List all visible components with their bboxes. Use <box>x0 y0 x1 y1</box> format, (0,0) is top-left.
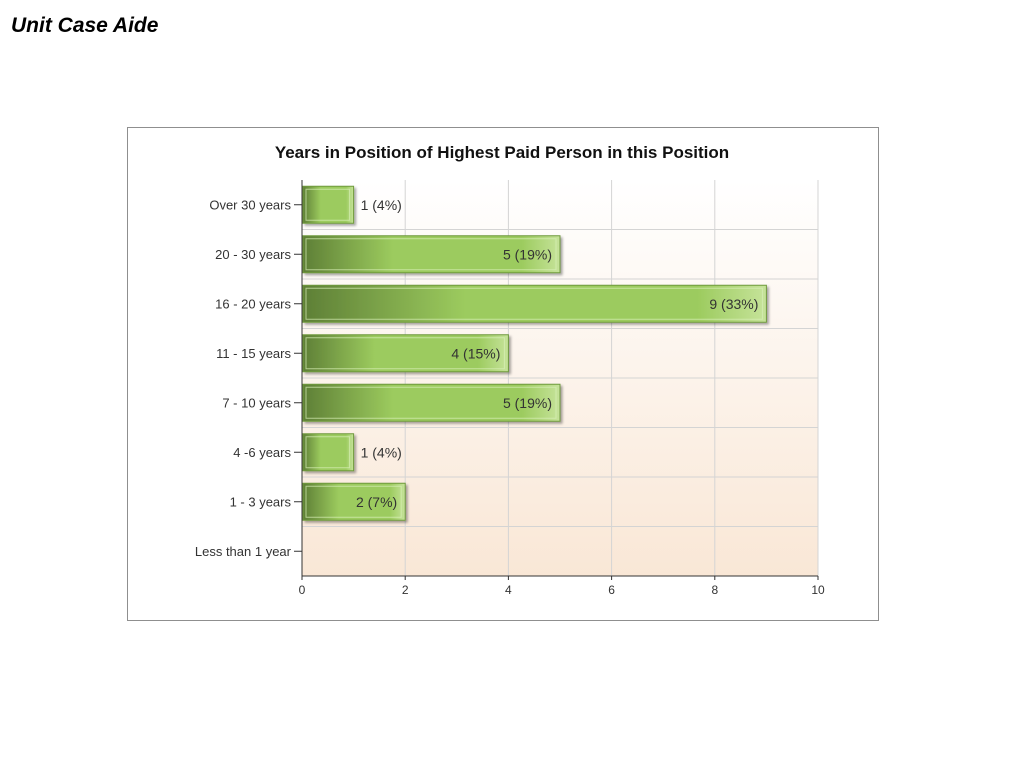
bar-highlight <box>305 485 402 518</box>
category-label: 7 - 10 years <box>222 395 291 410</box>
category-label: 16 - 20 years <box>215 296 291 311</box>
bar[interactable] <box>302 185 355 224</box>
bar[interactable] <box>302 433 355 472</box>
data-label: 1 (4%) <box>361 197 402 213</box>
bar-chart: Years in Position of Highest Paid Person… <box>195 143 825 597</box>
bar-highlight <box>305 337 505 370</box>
x-tick-label: 2 <box>402 583 409 597</box>
x-tick-label: 0 <box>299 583 306 597</box>
data-label: 5 (19%) <box>503 246 552 262</box>
data-label: 5 (19%) <box>503 395 552 411</box>
data-label: 2 (7%) <box>356 494 397 510</box>
bar-highlight <box>305 436 351 469</box>
bar[interactable] <box>302 284 767 323</box>
bar[interactable] <box>302 235 561 274</box>
chart-title: Years in Position of Highest Paid Person… <box>275 143 729 162</box>
category-label: Less than 1 year <box>195 544 292 559</box>
bar[interactable] <box>302 482 406 521</box>
slide-title: Unit Case Aide <box>11 14 159 37</box>
category-label: 11 - 15 years <box>216 346 291 361</box>
x-tick-label: 8 <box>711 583 718 597</box>
category-label: 4 -6 years <box>233 445 291 460</box>
x-tick-label: 6 <box>608 583 615 597</box>
bar-highlight <box>305 238 557 271</box>
data-label: 9 (33%) <box>709 296 758 312</box>
plot-area: Over 30 years 1 (4%) 20 - 30 years 5 (19%) 1… <box>195 180 825 597</box>
category-label: 20 - 30 years <box>215 247 291 262</box>
data-label: 1 (4%) <box>361 444 402 460</box>
bar[interactable] <box>302 383 561 422</box>
bar-highlight <box>305 287 763 320</box>
category-label: 1 - 3 years <box>230 494 292 509</box>
category-label: Over 30 years <box>209 197 291 212</box>
x-tick-label: 10 <box>811 583 825 597</box>
data-label: 4 (15%) <box>451 345 500 361</box>
chart-frame: Years in Position of Highest Paid Person… <box>127 127 879 621</box>
bar[interactable] <box>302 334 509 373</box>
bar-highlight <box>305 386 557 419</box>
bar-highlight <box>305 188 351 221</box>
x-tick-label: 4 <box>505 583 512 597</box>
